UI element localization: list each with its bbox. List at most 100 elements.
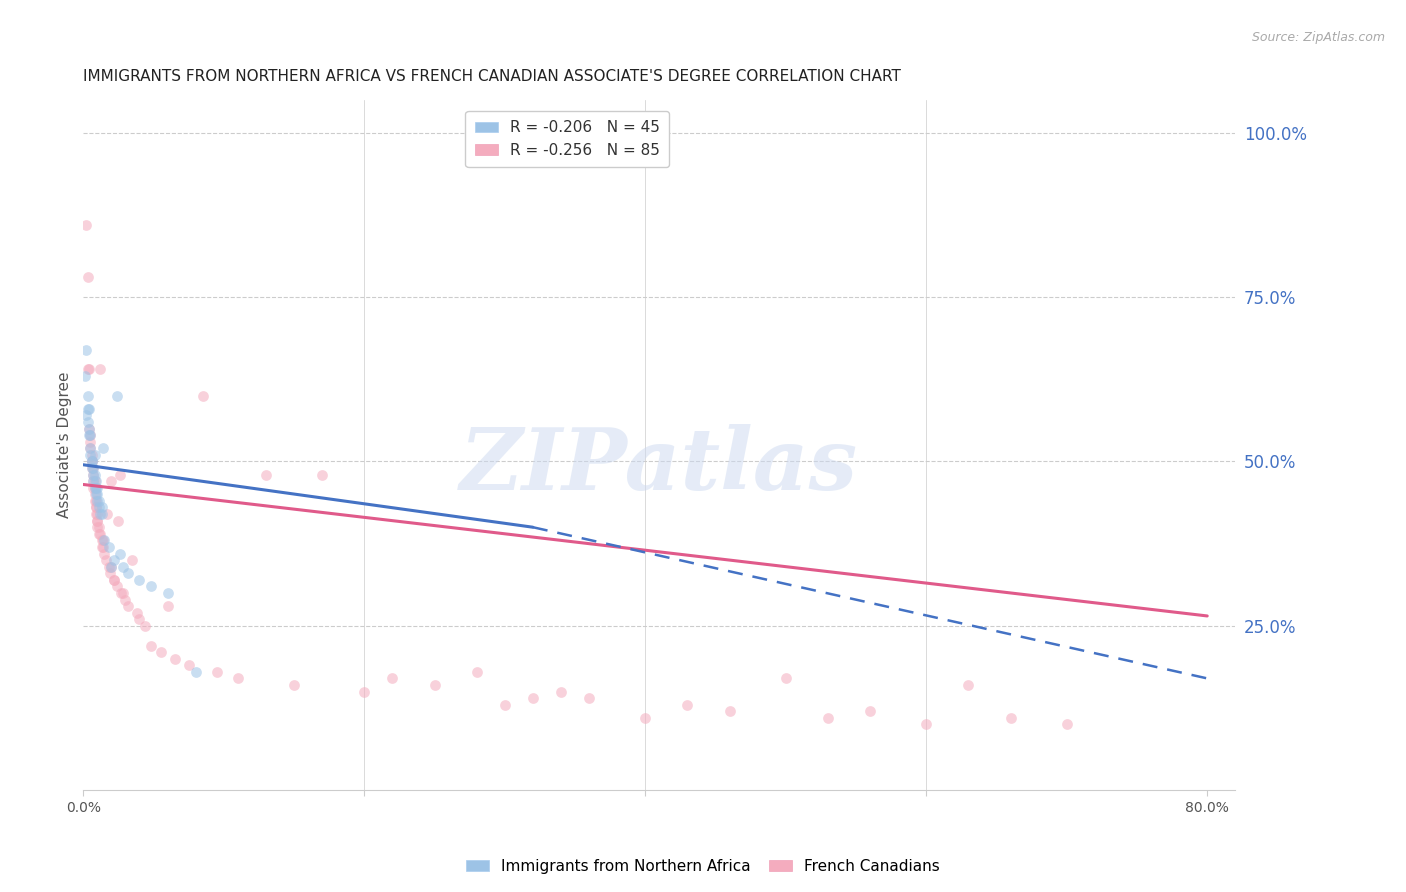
Point — [103, 573, 125, 587]
Point — [105, 579, 128, 593]
Point — [82, 481, 104, 495]
Point — [84, 500, 107, 515]
Point — [89, 362, 111, 376]
Point — [86, 520, 108, 534]
Point — [205, 665, 228, 679]
Point — [87, 526, 110, 541]
Point — [86, 487, 108, 501]
Point — [75, 409, 97, 423]
Point — [87, 520, 110, 534]
Point — [77, 428, 100, 442]
Point — [76, 270, 98, 285]
Point — [121, 553, 143, 567]
Point — [80, 454, 103, 468]
Point — [82, 474, 104, 488]
Point — [91, 540, 114, 554]
Legend: Immigrants from Northern Africa, French Canadians: Immigrants from Northern Africa, French … — [460, 853, 946, 880]
Point — [676, 698, 699, 712]
Text: Source: ZipAtlas.com: Source: ZipAtlas.com — [1251, 31, 1385, 45]
Point — [578, 691, 600, 706]
Point — [128, 573, 150, 587]
Point — [86, 514, 108, 528]
Point — [111, 586, 134, 600]
Point — [103, 553, 125, 567]
Point — [117, 599, 139, 613]
Point — [111, 559, 134, 574]
Point — [91, 442, 114, 456]
Point — [80, 454, 103, 468]
Point — [83, 494, 105, 508]
Point — [79, 434, 101, 449]
Point — [93, 533, 115, 548]
Point — [76, 415, 98, 429]
Point — [103, 573, 125, 587]
Point — [465, 665, 488, 679]
Point — [91, 533, 114, 548]
Point — [105, 389, 128, 403]
Point — [114, 592, 136, 607]
Point — [177, 658, 200, 673]
Point — [90, 500, 112, 515]
Point — [86, 507, 108, 521]
Text: IMMIGRANTS FROM NORTHERN AFRICA VS FRENCH CANADIAN ASSOCIATE'S DEGREE CORRELATIO: IMMIGRANTS FROM NORTHERN AFRICA VS FRENC… — [83, 69, 901, 84]
Point — [77, 362, 100, 376]
Point — [108, 467, 131, 482]
Point — [87, 500, 110, 515]
Point — [634, 711, 657, 725]
Point — [100, 559, 122, 574]
Point — [73, 369, 96, 384]
Point — [82, 461, 104, 475]
Point — [84, 494, 107, 508]
Point — [522, 691, 544, 706]
Point — [139, 579, 162, 593]
Point — [79, 442, 101, 456]
Point — [77, 422, 100, 436]
Point — [84, 481, 107, 495]
Point — [79, 428, 101, 442]
Point — [84, 487, 107, 501]
Point — [957, 678, 980, 692]
Point — [86, 494, 108, 508]
Point — [149, 645, 172, 659]
Point — [76, 389, 98, 403]
Point — [76, 362, 98, 376]
Point — [83, 481, 105, 495]
Point — [283, 678, 305, 692]
Point — [100, 559, 122, 574]
Point — [86, 514, 108, 528]
Point — [90, 540, 112, 554]
Point — [423, 678, 446, 692]
Point — [84, 507, 107, 521]
Point — [82, 474, 104, 488]
Point — [191, 389, 214, 403]
Point — [90, 533, 112, 548]
Point — [1000, 711, 1022, 725]
Point — [84, 474, 107, 488]
Point — [97, 559, 120, 574]
Point — [80, 454, 103, 468]
Point — [80, 448, 103, 462]
Point — [75, 343, 97, 357]
Point — [83, 474, 105, 488]
Point — [718, 704, 741, 718]
Point — [90, 507, 112, 521]
Text: ZIPatlas: ZIPatlas — [460, 424, 858, 508]
Point — [77, 422, 100, 436]
Point — [94, 553, 117, 567]
Point — [79, 448, 101, 462]
Point — [353, 684, 375, 698]
Point — [82, 467, 104, 482]
Point — [79, 442, 101, 456]
Point — [82, 467, 104, 482]
Point — [87, 494, 110, 508]
Point — [76, 401, 98, 416]
Point — [84, 500, 107, 515]
Point — [80, 454, 103, 468]
Point — [550, 684, 572, 698]
Point — [156, 599, 179, 613]
Point — [117, 566, 139, 581]
Point — [83, 487, 105, 501]
Point — [134, 619, 156, 633]
Legend: R = -0.206   N = 45, R = -0.256   N = 85: R = -0.206 N = 45, R = -0.256 N = 85 — [465, 112, 669, 167]
Point — [100, 474, 122, 488]
